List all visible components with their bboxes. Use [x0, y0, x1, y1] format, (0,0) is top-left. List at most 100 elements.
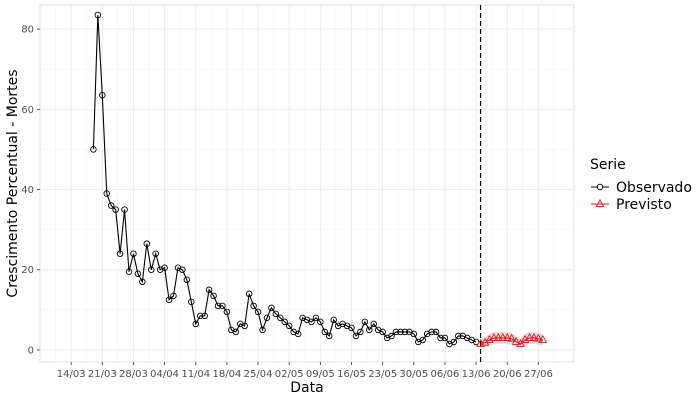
x-tick-label: 02/05: [275, 369, 304, 380]
x-tick-label: 14/03: [57, 369, 86, 380]
data-point-observado: [112, 206, 119, 213]
legend-item-previsto: Previsto: [591, 197, 672, 213]
data-point-observado: [352, 332, 360, 340]
data-point-observado: [196, 312, 204, 320]
data-point-observado: [205, 286, 213, 294]
data-point-observado: [366, 326, 373, 334]
data-point-observado: [388, 332, 395, 340]
data-point-previsto: [507, 333, 517, 342]
data-point-observado: [147, 266, 155, 273]
x-tick-label: 06/06: [431, 369, 460, 380]
data-point-observado: [183, 276, 191, 284]
data-point-previsto: [534, 333, 543, 342]
y-tick-label: 60: [21, 105, 34, 116]
data-point-observado: [419, 336, 426, 344]
y-axis-title: Crescimento Percentual - Mortes: [5, 69, 21, 297]
x-tick-label: 09/05: [306, 369, 335, 380]
x-tick-label: 13/06: [462, 369, 491, 380]
data-point-observado: [401, 328, 409, 336]
data-point-observado: [134, 270, 142, 278]
data-point-previsto: [511, 336, 521, 345]
data-point-observado: [348, 324, 355, 332]
data-point-previsto: [498, 332, 508, 341]
data-point-previsto: [529, 332, 539, 341]
x-tick-label: 20/06: [493, 369, 522, 380]
data-point-observado: [179, 266, 186, 273]
data-point-observado: [210, 292, 217, 300]
data-point-observado: [241, 322, 248, 330]
x-tick-label: 18/04: [212, 369, 241, 380]
forecast-ribbon: [480, 331, 543, 348]
data-point-observado: [99, 92, 106, 99]
data-point-observado: [312, 314, 320, 322]
data-point-observado: [428, 328, 435, 336]
data-point-observado: [116, 250, 124, 257]
data-point-observado: [254, 308, 262, 316]
plot-panel: [39, 4, 575, 363]
series-line-observado: [92, 14, 477, 345]
data-point-observado: [263, 314, 271, 322]
y-tick-label: 0: [28, 345, 34, 356]
x-tick-label: 04/04: [150, 369, 179, 380]
x-axis-title: Data: [290, 380, 323, 396]
data-point-observado: [308, 318, 315, 326]
data-point-observado: [330, 316, 337, 324]
data-point-previsto: [516, 338, 525, 347]
data-point-observado: [107, 202, 115, 209]
data-point-observado: [272, 310, 280, 318]
data-point-observado: [214, 302, 222, 310]
x-tick-label: 25/04: [244, 369, 273, 380]
data-point-observado: [192, 320, 199, 328]
data-point-observado: [450, 338, 458, 346]
data-point-observado: [125, 268, 133, 275]
y-tick-label: 40: [21, 185, 34, 196]
x-tick-label: 11/04: [181, 369, 210, 380]
data-point-previsto: [489, 332, 499, 341]
data-point-observado: [121, 206, 128, 213]
data-point-observado: [259, 326, 266, 334]
data-point-observado: [130, 250, 137, 257]
x-axis: 14/03 21/03 28/03 04/04 11/04 18/04 25/04 02/05…: [57, 362, 553, 380]
data-point-observado: [223, 308, 231, 316]
data-point-observado: [437, 334, 444, 342]
panel-border: [39, 4, 575, 363]
data-point-observado: [294, 330, 302, 338]
data-point-observado: [432, 328, 440, 336]
x-tick-label: 16/05: [337, 369, 366, 380]
data-point-observado: [245, 290, 253, 298]
data-point-previsto: [525, 332, 534, 341]
data-point-previsto: [480, 337, 490, 346]
data-point-observado: [152, 250, 159, 257]
data-point-previsto: [493, 332, 503, 341]
data-point-observado: [201, 312, 208, 320]
data-point-observado: [277, 314, 284, 322]
data-point-observado: [94, 11, 102, 19]
legend-title: Serie: [590, 157, 626, 173]
x-tick-label: 28/03: [119, 369, 148, 380]
data-point-observado: [285, 322, 293, 330]
data-point-observado: [317, 318, 324, 326]
data-point-observado: [165, 296, 173, 304]
data-point-observado: [103, 190, 110, 197]
y-tick-label: 80: [21, 25, 34, 36]
data-point-observado: [392, 328, 400, 336]
data-point-observado: [139, 278, 146, 286]
data-point-observado: [250, 302, 257, 310]
legend-label: Previsto: [616, 197, 672, 213]
data-point-observado: [219, 302, 226, 310]
data-point-observado: [170, 292, 177, 300]
data-point-observado: [161, 264, 168, 271]
data-point-observado: [143, 240, 151, 247]
data-point-observado: [361, 318, 369, 326]
legend-key-marker: [596, 183, 604, 191]
data-point-observado: [370, 320, 378, 328]
data-point-observado: [90, 146, 97, 153]
data-point-observado: [455, 332, 462, 340]
data-point-observado: [321, 328, 329, 336]
legend-item-observado: Observado: [591, 180, 692, 196]
x-tick-label: 21/03: [88, 369, 117, 380]
